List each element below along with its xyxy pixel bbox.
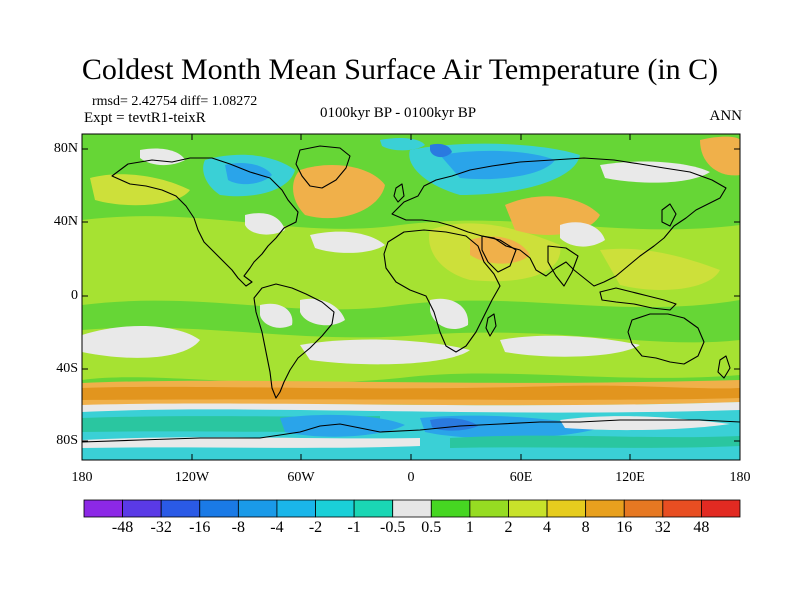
coastline-greenland bbox=[295, 145, 351, 189]
coastline-india bbox=[547, 245, 579, 287]
colorbar-label: 16 bbox=[616, 519, 633, 536]
colorbar-label: -48 bbox=[111, 519, 134, 536]
colorbar-swatch bbox=[546, 499, 587, 518]
field-patch bbox=[90, 174, 190, 206]
field-patch bbox=[500, 335, 640, 357]
field-patch bbox=[82, 437, 420, 448]
lon-label: 120E bbox=[615, 470, 645, 485]
lon-label: 180 bbox=[71, 470, 93, 485]
lat-label: 40S bbox=[56, 361, 78, 376]
field-patch bbox=[82, 325, 200, 358]
coastline-antarctica bbox=[81, 419, 741, 443]
lat-label: 40N bbox=[53, 214, 78, 229]
field-patch bbox=[310, 231, 385, 253]
lat-label: 0 bbox=[71, 288, 78, 303]
colorbar-label: -4 bbox=[270, 519, 284, 536]
lat-label: 80N bbox=[53, 141, 78, 156]
lat-label: 80S bbox=[56, 433, 78, 448]
coastline-indonesia bbox=[599, 287, 677, 311]
coastline-eurasia bbox=[391, 157, 727, 287]
colorbar-label: 32 bbox=[654, 519, 671, 536]
coastline-arabia bbox=[481, 235, 517, 273]
colorbar-swatch bbox=[585, 499, 625, 518]
colorbar-swatch bbox=[430, 499, 471, 518]
lon-label: 60W bbox=[287, 470, 315, 485]
field-patch bbox=[82, 385, 740, 400]
colorbar-label: 8 bbox=[581, 519, 590, 536]
colorbar-label: 1 bbox=[465, 519, 474, 536]
field-patch bbox=[225, 163, 272, 185]
colorbar-label: 48 bbox=[693, 519, 710, 536]
field-patch bbox=[450, 435, 740, 448]
field-patch bbox=[380, 137, 425, 151]
colorbar-swatch bbox=[237, 499, 278, 518]
coastline-madagascar bbox=[485, 313, 497, 337]
map-ticks bbox=[81, 134, 741, 460]
field-patch bbox=[245, 213, 285, 235]
colorbar-swatch bbox=[276, 499, 316, 518]
colorbar-label: 4 bbox=[543, 519, 552, 536]
stats-text: rmsd= 2.42754 diff= 1.08272 bbox=[92, 94, 258, 109]
field-patch bbox=[260, 303, 293, 328]
field-patch bbox=[560, 222, 605, 247]
colorbar-label: 0.5 bbox=[421, 519, 442, 536]
coastline-australia bbox=[627, 313, 705, 365]
colorbar-swatch bbox=[199, 499, 239, 518]
colorbar-swatch bbox=[469, 499, 509, 518]
coastline-japan bbox=[661, 203, 677, 227]
colorbar-swatch bbox=[701, 499, 741, 518]
field-patch bbox=[700, 136, 740, 176]
colorbar-swatch bbox=[623, 499, 664, 518]
lon-label: 60E bbox=[509, 470, 533, 485]
lon-label: 120W bbox=[174, 470, 210, 485]
period-label: 0100kyr BP - 0100kyr BP bbox=[320, 105, 477, 121]
coastline-south-america bbox=[253, 283, 335, 399]
colorbar-label: -16 bbox=[189, 519, 211, 536]
coastline-uk bbox=[393, 183, 405, 203]
temperature-field bbox=[82, 134, 740, 460]
colorbar-label: -32 bbox=[150, 519, 172, 536]
field-patch bbox=[600, 248, 720, 290]
colorbar-swatch bbox=[160, 499, 201, 518]
colorbar-swatch bbox=[83, 499, 123, 518]
field-patch bbox=[300, 339, 470, 365]
coastline-new-zealand bbox=[717, 355, 731, 379]
colorbar-swatch bbox=[315, 499, 355, 518]
colorbar-label: 2 bbox=[504, 519, 513, 536]
lon-label: 0 bbox=[407, 470, 415, 485]
colorbar-label: -2 bbox=[308, 519, 323, 536]
colorbar-label: -8 bbox=[231, 519, 245, 536]
colorbar-label: -0.5 bbox=[380, 519, 406, 536]
colorbar-swatch bbox=[508, 499, 548, 518]
field-patch bbox=[430, 143, 452, 158]
field-patch bbox=[600, 161, 710, 183]
coastline-africa bbox=[383, 229, 501, 353]
field-patch bbox=[300, 298, 345, 326]
coastlines bbox=[81, 145, 741, 443]
colorbar bbox=[83, 499, 741, 518]
field-patch bbox=[430, 298, 469, 330]
season-label: ANN bbox=[709, 108, 743, 124]
coastline-north-america bbox=[111, 157, 299, 287]
field-patch bbox=[140, 148, 185, 166]
colorbar-swatch bbox=[392, 499, 432, 518]
colorbar-swatch bbox=[122, 499, 162, 518]
colorbar-swatch bbox=[353, 499, 394, 518]
chart-title: Coldest Month Mean Surface Air Temperatu… bbox=[81, 53, 719, 86]
experiment-label: Expt = tevtR1-teixR bbox=[84, 110, 206, 126]
field-patch bbox=[293, 165, 385, 219]
colorbar-label: -1 bbox=[347, 519, 361, 536]
colorbar-swatch bbox=[662, 499, 702, 518]
lon-label: 180 bbox=[729, 470, 751, 485]
